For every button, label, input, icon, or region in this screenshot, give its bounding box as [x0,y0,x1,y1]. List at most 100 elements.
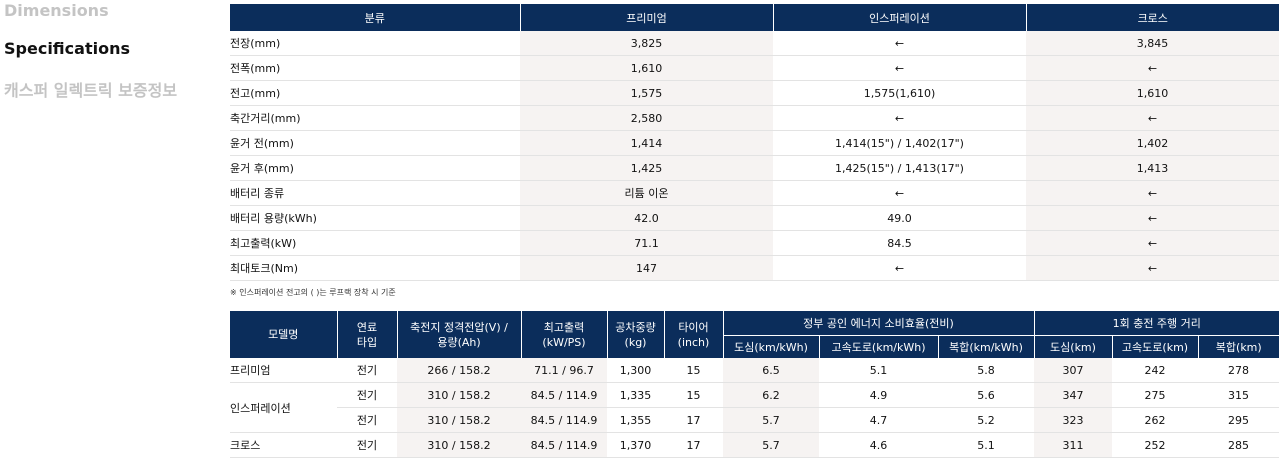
model-cell-eff-highway: 4.7 [819,407,938,433]
model-cell-weight: 1,355 [607,407,664,433]
model-cell-tire: 15 [664,358,723,383]
spec-cell-premium: 42.0 [520,205,773,231]
model-header-eff-combined: 복합(km/kWh) [937,335,1034,358]
spec-cell-inspiration: 1,414(15") / 1,402(17") [773,130,1026,156]
model-cell-tire: 17 [664,407,723,433]
nav-item-warranty[interactable]: 캐스퍼 일렉트릭 보증정보 [4,81,178,100]
model-cell-fuel: 전기 [337,382,397,408]
spec-cell-cross: ← [1026,205,1279,231]
spec-cell-label: 윤거 전(mm) [230,130,520,156]
spec-row: 최고출력(kW) 71.1 84.5 ← [230,230,1279,256]
spec-cell-cross: 1,402 [1026,130,1279,156]
model-cell-eff-combined: 5.1 [938,432,1034,458]
model-header-range-highway: 고속도로(km) [1111,335,1198,358]
model-cell-range-city: 311 [1034,432,1112,458]
spec-cell-premium: 리튬 이온 [520,180,773,206]
model-cell-name: 크로스 [230,432,337,458]
model-header-power: 최고출력 (kW/PS) [520,311,607,358]
model-cell-range-city: 323 [1034,407,1112,433]
model-header-eff-highway: 고속도로(km/kWh) [818,335,938,358]
spec-cell-premium: 71.1 [520,230,773,256]
spec-cell-inspiration: 49.0 [773,205,1026,231]
model-cell-eff-city: 5.7 [723,432,819,458]
model-cell-power: 71.1 / 96.7 [521,358,607,383]
spec-row: 배터리 용량(kWh) 42.0 49.0 ← [230,205,1279,231]
spec-cell-inspiration: 1,425(15") / 1,413(17") [773,155,1026,181]
spec-note: ※ 인스퍼레이션 전고의 ( )는 루프랙 장착 시 기준 [230,288,396,297]
model-cell-fuel: 전기 [337,358,397,383]
model-table: 모델명 연료 타입 축전지 정격전압(V) / 용량(Ah) 최고출력 (kW/PS)… [230,311,1279,458]
spec-table: 분류 프리미엄 인스퍼레이션 크로스 전장(mm) 3,825 ← 3,845 전폭(m… [230,4,1279,281]
model-header-range: 1회 충전 주행 거리 [1033,311,1279,336]
spec-cell-inspiration: ← [773,255,1026,281]
spec-cell-premium: 1,610 [520,55,773,81]
spec-header-cross: 크로스 [1025,4,1279,31]
model-cell-tire: 17 [664,432,723,458]
spec-cell-premium: 147 [520,255,773,281]
spec-cell-premium: 1,414 [520,130,773,156]
model-header-row-1: 모델명 연료 타입 축전지 정격전압(V) / 용량(Ah) 최고출력 (kW/PS)… [230,311,1279,358]
spec-row: 윤거 후(mm) 1,425 1,425(15") / 1,413(17") 1,41… [230,155,1279,181]
spec-cell-premium: 1,575 [520,80,773,106]
model-cell-range-combined: 285 [1198,432,1279,458]
model-cell-eff-city: 5.7 [723,407,819,433]
spec-cell-premium: 1,425 [520,155,773,181]
model-cell-name: 프리미엄 [230,358,337,383]
model-cell-voltage: 310 / 158.2 [397,407,521,433]
spec-cell-label: 배터리 용량(kWh) [230,205,520,231]
model-cell-eff-city: 6.5 [723,358,819,383]
model-cell-range-highway: 262 [1112,407,1198,433]
spec-cell-inspiration: ← [773,55,1026,81]
model-header-voltage: 축전지 정격전압(V) / 용량(Ah) [396,311,521,358]
spec-cell-cross: ← [1026,230,1279,256]
model-cell-eff-combined: 5.6 [938,382,1034,408]
model-cell-eff-highway: 5.1 [819,358,938,383]
model-cell-range-combined: 315 [1198,382,1279,408]
model-cell-name: 인스퍼레이션 [230,382,337,433]
spec-cell-inspiration: ← [773,31,1026,56]
spec-cell-label: 최대토크(Nm) [230,255,520,281]
model-cell-range-city: 347 [1034,382,1112,408]
model-row: 프리미엄 전기 266 / 158.2 71.1 / 96.7 1,300 15 6.5 5.… [230,358,1279,383]
spec-cell-label: 전장(mm) [230,31,520,56]
model-cell-eff-highway: 4.9 [819,382,938,408]
spec-cell-cross: 1,610 [1026,80,1279,106]
spec-row: 전고(mm) 1,575 1,575(1,610) 1,610 [230,80,1279,106]
model-cell-power: 84.5 / 114.9 [521,432,607,458]
nav-item-dimensions[interactable]: Dimensions [4,1,109,20]
model-cell-range-highway: 252 [1112,432,1198,458]
model-row: 크로스 전기 310 / 158.2 84.5 / 114.9 1,370 17 5.7 4.… [230,432,1279,458]
model-header-eff-city: 도심(km/kWh) [722,335,819,358]
model-header-tire: 타이어 (inch) [663,311,723,358]
model-header-model: 모델명 [230,311,337,358]
model-cell-voltage: 310 / 158.2 [397,382,521,408]
spec-row: 전장(mm) 3,825 ← 3,845 [230,31,1279,56]
model-cell-voltage: 266 / 158.2 [397,358,521,383]
model-header-range-combined: 복합(km) [1197,335,1279,358]
model-header-row-2: 도심(km/kWh) 고속도로(km/kWh) 복합(km/kWh) 도심(km… [230,335,1279,358]
nav-item-specifications[interactable]: Specifications [4,39,130,58]
spec-cell-label: 축간거리(mm) [230,105,520,131]
model-row: 인스퍼레이션 전기 310 / 158.2 84.5 / 114.9 1,335 15 6.… [230,382,1279,433]
model-cell-range-combined: 295 [1198,407,1279,433]
spec-cell-inspiration: ← [773,180,1026,206]
spec-cell-inspiration: 1,575(1,610) [773,80,1026,106]
model-row: 전기 310 / 158.2 84.5 / 114.9 1,355 17 5.7 4.7 5.… [230,407,1279,433]
model-cell-eff-city: 6.2 [723,382,819,408]
spec-cell-premium: 3,825 [520,31,773,56]
model-cell-range-city: 307 [1034,358,1112,383]
model-cell-voltage: 310 / 158.2 [397,432,521,458]
spec-row: 축간거리(mm) 2,580 ← ← [230,105,1279,131]
model-cell-eff-combined: 5.2 [938,407,1034,433]
model-cell-range-combined: 278 [1198,358,1279,383]
spec-cell-label: 윤거 후(mm) [230,155,520,181]
model-header-weight: 공차중량 (kg) [606,311,664,358]
model-cell-power: 84.5 / 114.9 [521,407,607,433]
spec-header-inspiration: 인스퍼레이션 [772,4,1026,31]
spec-cell-inspiration: 84.5 [773,230,1026,256]
spec-cell-label: 전폭(mm) [230,55,520,81]
spec-cell-cross: ← [1026,55,1279,81]
spec-cell-cross: ← [1026,255,1279,281]
model-cell-power: 84.5 / 114.9 [521,382,607,408]
model-cell-weight: 1,300 [607,358,664,383]
